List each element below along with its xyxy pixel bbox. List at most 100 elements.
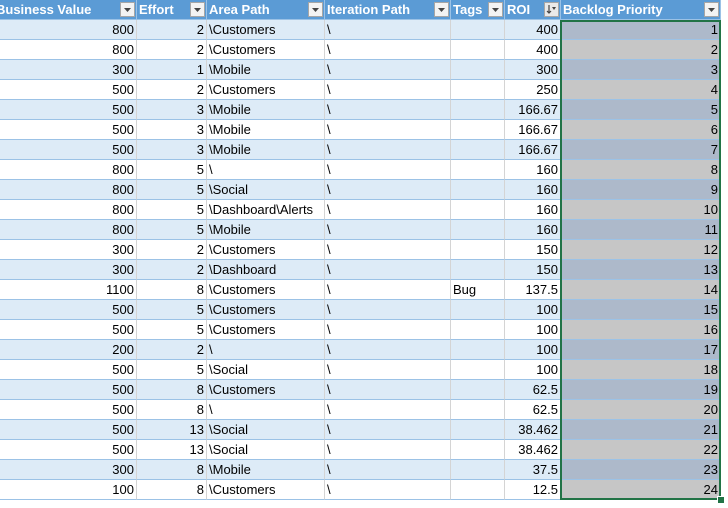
cell-business-value[interactable]: 500	[0, 440, 137, 460]
cell-backlog-priority[interactable]: 20	[561, 400, 721, 420]
cell-roi[interactable]: 38.462	[505, 440, 561, 460]
cell-effort[interactable]: 3	[137, 100, 207, 120]
cell-effort[interactable]: 5	[137, 320, 207, 340]
cell-effort[interactable]: 8	[137, 460, 207, 480]
cell-iteration-path[interactable]: \	[325, 360, 451, 380]
cell-effort[interactable]: 2	[137, 340, 207, 360]
cell-iteration-path[interactable]: \	[325, 440, 451, 460]
cell-iteration-path[interactable]: \	[325, 480, 451, 500]
cell-effort[interactable]: 2	[137, 80, 207, 100]
cell-area-path[interactable]: \Customers	[207, 80, 325, 100]
dropdown-arrow-icon[interactable]	[488, 2, 503, 17]
sort-descending-icon[interactable]	[544, 2, 559, 17]
cell-backlog-priority[interactable]: 22	[561, 440, 721, 460]
cell-backlog-priority[interactable]: 13	[561, 260, 721, 280]
cell-backlog-priority[interactable]: 23	[561, 460, 721, 480]
cell-area-path[interactable]: \Social	[207, 360, 325, 380]
cell-area-path[interactable]: \Customers	[207, 380, 325, 400]
cell-backlog-priority[interactable]: 21	[561, 420, 721, 440]
cell-tags[interactable]	[451, 420, 505, 440]
cell-backlog-priority[interactable]: 3	[561, 60, 721, 80]
cell-effort[interactable]: 2	[137, 260, 207, 280]
cell-roi[interactable]: 150	[505, 240, 561, 260]
cell-backlog-priority[interactable]: 10	[561, 200, 721, 220]
cell-business-value[interactable]: 300	[0, 260, 137, 280]
cell-area-path[interactable]: \Social	[207, 180, 325, 200]
cell-tags[interactable]	[451, 20, 505, 40]
cell-business-value[interactable]: 500	[0, 380, 137, 400]
cell-area-path[interactable]: \Customers	[207, 300, 325, 320]
cell-business-value[interactable]: 500	[0, 120, 137, 140]
dropdown-arrow-icon[interactable]	[704, 2, 719, 17]
cell-effort[interactable]: 13	[137, 420, 207, 440]
cell-backlog-priority[interactable]: 16	[561, 320, 721, 340]
cell-effort[interactable]: 5	[137, 220, 207, 240]
cell-effort[interactable]: 8	[137, 380, 207, 400]
cell-roi[interactable]: 300	[505, 60, 561, 80]
cell-effort[interactable]: 5	[137, 300, 207, 320]
cell-backlog-priority[interactable]: 7	[561, 140, 721, 160]
cell-business-value[interactable]: 500	[0, 420, 137, 440]
cell-backlog-priority[interactable]: 12	[561, 240, 721, 260]
cell-effort[interactable]: 8	[137, 480, 207, 500]
dropdown-arrow-icon[interactable]	[120, 2, 135, 17]
cell-business-value[interactable]: 500	[0, 360, 137, 380]
cell-backlog-priority[interactable]: 4	[561, 80, 721, 100]
cell-business-value[interactable]: 800	[0, 40, 137, 60]
cell-roi[interactable]: 100	[505, 300, 561, 320]
column-header-business-value[interactable]: Business Value	[0, 0, 137, 20]
cell-effort[interactable]: 1	[137, 60, 207, 80]
column-header-iteration-path[interactable]: Iteration Path	[325, 0, 451, 20]
cell-effort[interactable]: 2	[137, 40, 207, 60]
cell-business-value[interactable]: 500	[0, 300, 137, 320]
cell-roi[interactable]: 100	[505, 340, 561, 360]
cell-effort[interactable]: 5	[137, 200, 207, 220]
cell-tags[interactable]	[451, 160, 505, 180]
cell-backlog-priority[interactable]: 6	[561, 120, 721, 140]
cell-area-path[interactable]: \Mobile	[207, 220, 325, 240]
cell-business-value[interactable]: 500	[0, 80, 137, 100]
cell-business-value[interactable]: 200	[0, 340, 137, 360]
cell-backlog-priority[interactable]: 17	[561, 340, 721, 360]
cell-iteration-path[interactable]: \	[325, 260, 451, 280]
cell-business-value[interactable]: 500	[0, 400, 137, 420]
cell-backlog-priority[interactable]: 1	[561, 20, 721, 40]
cell-roi[interactable]: 166.67	[505, 100, 561, 120]
cell-roi[interactable]: 160	[505, 180, 561, 200]
cell-iteration-path[interactable]: \	[325, 340, 451, 360]
cell-iteration-path[interactable]: \	[325, 320, 451, 340]
cell-area-path[interactable]: \Mobile	[207, 140, 325, 160]
cell-iteration-path[interactable]: \	[325, 140, 451, 160]
cell-roi[interactable]: 37.5	[505, 460, 561, 480]
cell-tags[interactable]	[451, 440, 505, 460]
column-header-effort[interactable]: Effort	[137, 0, 207, 20]
cell-iteration-path[interactable]: \	[325, 180, 451, 200]
cell-roi[interactable]: 400	[505, 40, 561, 60]
cell-area-path[interactable]: \Customers	[207, 280, 325, 300]
cell-backlog-priority[interactable]: 11	[561, 220, 721, 240]
cell-iteration-path[interactable]: \	[325, 460, 451, 480]
cell-iteration-path[interactable]: \	[325, 300, 451, 320]
cell-iteration-path[interactable]: \	[325, 400, 451, 420]
cell-business-value[interactable]: 1100	[0, 280, 137, 300]
cell-effort[interactable]: 5	[137, 360, 207, 380]
cell-tags[interactable]	[451, 140, 505, 160]
cell-area-path[interactable]: \Mobile	[207, 60, 325, 80]
cell-roi[interactable]: 160	[505, 160, 561, 180]
cell-roi[interactable]: 12.5	[505, 480, 561, 500]
dropdown-arrow-icon[interactable]	[308, 2, 323, 17]
cell-roi[interactable]: 150	[505, 260, 561, 280]
cell-area-path[interactable]: \Mobile	[207, 460, 325, 480]
column-header-tags[interactable]: Tags	[451, 0, 505, 20]
cell-area-path[interactable]: \	[207, 400, 325, 420]
cell-tags[interactable]	[451, 300, 505, 320]
cell-roi[interactable]: 100	[505, 320, 561, 340]
cell-area-path[interactable]: \	[207, 160, 325, 180]
cell-business-value[interactable]: 500	[0, 320, 137, 340]
fill-handle[interactable]	[717, 496, 725, 504]
cell-business-value[interactable]: 800	[0, 160, 137, 180]
cell-business-value[interactable]: 300	[0, 460, 137, 480]
cell-tags[interactable]	[451, 220, 505, 240]
cell-area-path[interactable]: \Social	[207, 420, 325, 440]
cell-tags[interactable]	[451, 60, 505, 80]
